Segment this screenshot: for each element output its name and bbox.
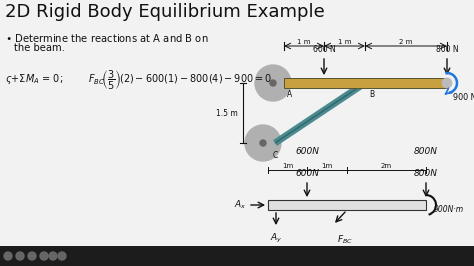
Text: 800N: 800N: [414, 147, 438, 156]
Circle shape: [49, 252, 57, 260]
Text: C: C: [273, 151, 278, 160]
Circle shape: [245, 125, 281, 161]
Circle shape: [4, 252, 12, 260]
Text: 2D Rigid Body Equilibrium Example: 2D Rigid Body Equilibrium Example: [5, 3, 325, 21]
Text: 900 N·m: 900 N·m: [453, 93, 474, 102]
Text: $A_y$: $A_y$: [270, 232, 282, 245]
Text: 600 N: 600 N: [313, 45, 336, 54]
Text: 1.5 m: 1.5 m: [216, 109, 238, 118]
Circle shape: [260, 140, 266, 146]
Bar: [268, 200, 426, 210]
Text: 1 m: 1 m: [338, 39, 351, 45]
Text: (a): (a): [301, 258, 312, 266]
Bar: [284, 78, 447, 88]
Text: 800N: 800N: [414, 169, 438, 178]
Text: 900N·m: 900N·m: [434, 206, 464, 214]
Text: 1m: 1m: [321, 163, 333, 169]
Text: $\bullet$ Determine the reactions at A and B on: $\bullet$ Determine the reactions at A a…: [5, 32, 209, 44]
Text: 600N: 600N: [295, 147, 319, 156]
Circle shape: [270, 80, 276, 86]
Text: $F_{BC}\!\left(\dfrac{3}{5}\right)\!(2) - 600(1) - 800(4) - 900 = 0$: $F_{BC}\!\left(\dfrac{3}{5}\right)\!(2) …: [88, 69, 272, 92]
Bar: [0, 246, 474, 266]
Circle shape: [28, 252, 36, 260]
Text: the beam.: the beam.: [14, 43, 65, 53]
Text: $A_x$: $A_x$: [234, 199, 246, 211]
Circle shape: [58, 252, 66, 260]
Circle shape: [442, 78, 452, 88]
Text: $\varsigma$+$\Sigma M_A$ = 0;: $\varsigma$+$\Sigma M_A$ = 0;: [5, 72, 63, 86]
Circle shape: [255, 65, 291, 101]
Text: A: A: [287, 90, 292, 99]
Text: 2 m: 2 m: [399, 39, 413, 45]
Circle shape: [40, 252, 48, 260]
Text: $F_{BC}$: $F_{BC}$: [337, 234, 353, 247]
Text: B: B: [369, 90, 374, 99]
Text: 1 m: 1 m: [297, 39, 311, 45]
Text: 2m: 2m: [381, 163, 392, 169]
Text: 1m: 1m: [282, 163, 293, 169]
Text: 800 N: 800 N: [436, 45, 458, 54]
Text: 600N: 600N: [295, 169, 319, 178]
Circle shape: [16, 252, 24, 260]
